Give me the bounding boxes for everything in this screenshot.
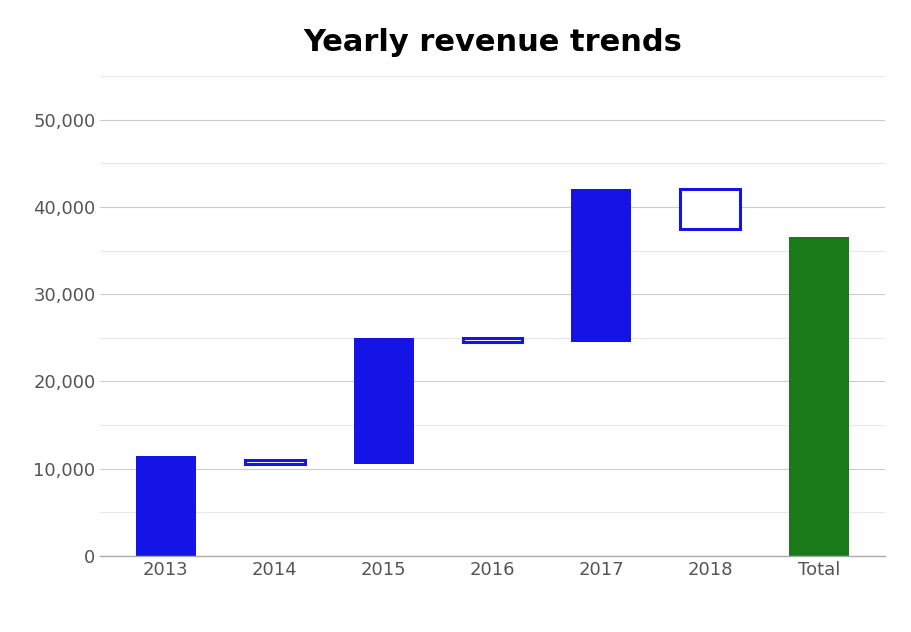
Bar [571,190,630,342]
Bar [136,456,196,556]
Bar [244,460,304,465]
Bar [788,238,848,556]
Bar [680,190,740,229]
Bar [462,338,522,342]
Bar [353,338,413,465]
Title: Yearly revenue trends: Yearly revenue trends [302,28,681,57]
